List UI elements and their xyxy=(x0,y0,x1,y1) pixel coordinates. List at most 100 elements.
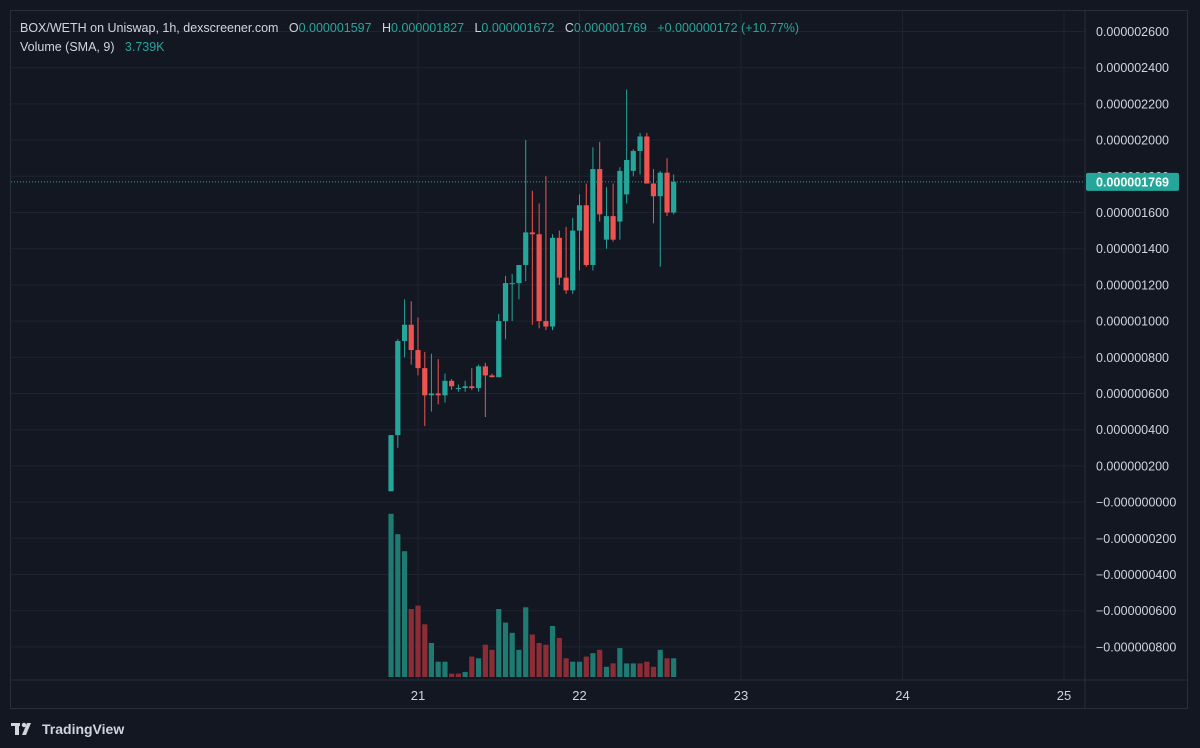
candle-body xyxy=(650,183,657,197)
volume-bar xyxy=(570,661,576,677)
candle-body xyxy=(536,234,542,322)
candle-body xyxy=(442,380,448,396)
price-tick-label: 0.000000400 xyxy=(1096,423,1169,437)
volume-bar xyxy=(610,663,616,677)
candle xyxy=(448,379,455,390)
candle xyxy=(590,147,596,271)
candle xyxy=(583,183,589,267)
price-tick-label: 0.000000200 xyxy=(1096,459,1169,473)
legend-open-value: 0.000001597 xyxy=(298,21,372,35)
chart-frame xyxy=(10,10,1188,709)
candle xyxy=(657,170,663,267)
volume-bar xyxy=(428,643,435,677)
candle-body xyxy=(610,216,616,240)
legend-ohlc: BOX/WETH on Uniswap, 1h, dexscreener.com… xyxy=(20,21,799,35)
candle-body xyxy=(388,435,394,492)
candle xyxy=(422,351,428,427)
legend-close-label: C xyxy=(564,21,574,35)
price-tick-label: 0.000001000 xyxy=(1096,315,1169,329)
candle-body xyxy=(624,160,630,195)
candle xyxy=(395,339,401,448)
candle-body xyxy=(637,136,643,151)
candle-body xyxy=(671,181,677,213)
candle xyxy=(630,149,636,177)
volume-bar xyxy=(509,632,515,677)
candle-body xyxy=(529,232,535,235)
candle xyxy=(462,380,468,392)
volume-bar xyxy=(489,649,495,677)
price-tick-label: 0.000002600 xyxy=(1096,25,1169,39)
price-tick-label: 0.000002200 xyxy=(1096,97,1169,111)
candle-body xyxy=(543,321,549,327)
volume-bar xyxy=(556,637,562,677)
tradingview-brand[interactable]: TradingView xyxy=(42,721,125,737)
time-tick-label: 24 xyxy=(895,688,909,703)
legend-change: +0.000000172 (+10.77%) xyxy=(657,21,800,35)
candle xyxy=(549,234,556,331)
candle-body xyxy=(657,172,663,197)
candle xyxy=(475,364,482,392)
candle xyxy=(624,89,630,204)
candle xyxy=(617,167,623,240)
price-tick-label: 0.000001600 xyxy=(1096,206,1169,220)
candle-body xyxy=(462,386,468,389)
volume-bar xyxy=(630,663,636,677)
candle xyxy=(556,230,562,285)
price-tick-label: 0.000000600 xyxy=(1096,387,1169,401)
volume-bar xyxy=(408,609,414,677)
volume-bar xyxy=(590,653,596,677)
price-tick-label: −0.000000800 xyxy=(1096,640,1176,654)
candle-body xyxy=(563,277,569,291)
candle xyxy=(469,368,475,390)
last-price-tag xyxy=(1086,172,1179,191)
last-price-marker: 0.000001769 xyxy=(11,172,1179,191)
legend-low-value: 0.000001672 xyxy=(481,21,555,35)
volume-bar xyxy=(475,658,482,677)
candle-body xyxy=(448,380,455,387)
candle xyxy=(516,264,522,300)
candle xyxy=(644,132,650,184)
price-tick-label: 0.000001200 xyxy=(1096,278,1169,292)
volume-bar xyxy=(650,666,657,677)
time-tick-label: 22 xyxy=(572,688,586,703)
candle xyxy=(650,169,657,224)
candle-layer xyxy=(388,89,677,492)
candle xyxy=(637,132,643,175)
volume-bar xyxy=(462,671,468,677)
volume-bar xyxy=(563,658,569,677)
legend-low-label: L xyxy=(474,21,482,35)
candle-body xyxy=(482,366,488,376)
candle xyxy=(455,384,461,392)
volume-bar xyxy=(442,661,448,677)
candle-body xyxy=(401,324,408,342)
last-price-label: 0.000001769 xyxy=(1096,175,1169,189)
candle-body xyxy=(664,172,670,213)
price-tick-label: 0.000001400 xyxy=(1096,242,1169,256)
candle-body xyxy=(489,375,495,378)
volume-bar xyxy=(529,634,535,677)
candle-body xyxy=(496,321,502,378)
volume-bar xyxy=(664,658,670,677)
candle xyxy=(671,174,677,215)
volume-value: 3.739K xyxy=(124,40,165,54)
candle xyxy=(502,275,509,340)
candle-body xyxy=(469,386,475,389)
candle xyxy=(563,226,569,294)
tradingview-logo-icon[interactable] xyxy=(10,721,36,737)
candle-body xyxy=(583,205,589,265)
candle xyxy=(536,203,542,329)
candle-body xyxy=(549,237,556,327)
volume-bar xyxy=(448,673,455,677)
legend-volume: Volume (SMA, 9) 3.739K xyxy=(20,40,165,54)
volume-bar xyxy=(496,609,502,677)
volume-bar xyxy=(617,648,623,677)
candle xyxy=(489,373,495,378)
volume-bar xyxy=(583,656,589,677)
candle-body xyxy=(630,150,636,171)
candle xyxy=(523,140,529,282)
legend-close-value: 0.000001769 xyxy=(573,21,647,35)
candle-body xyxy=(556,237,562,278)
time-tick-label: 21 xyxy=(411,688,425,703)
time-tick-label: 23 xyxy=(734,688,748,703)
